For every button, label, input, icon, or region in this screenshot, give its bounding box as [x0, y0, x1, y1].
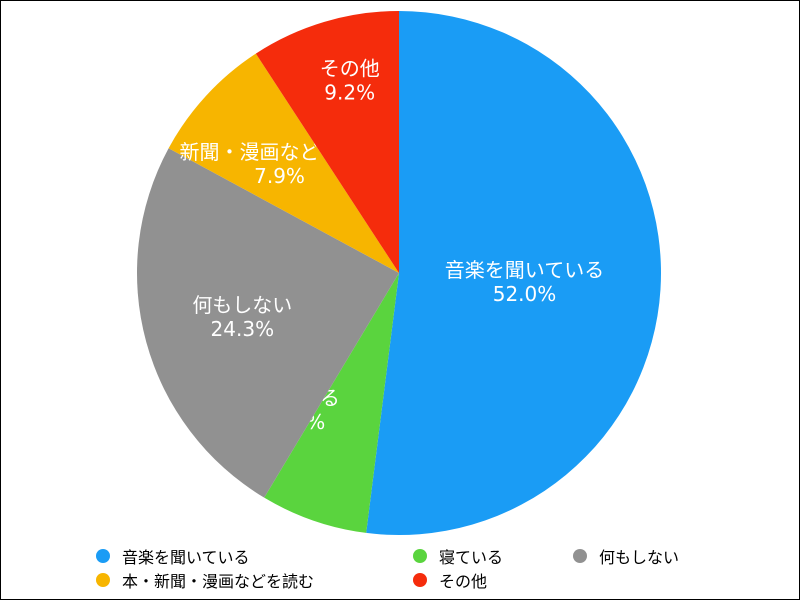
slice-label-other: その他 — [320, 56, 380, 80]
legend-label-nothing: 何もしない — [599, 548, 680, 567]
legend-label-music: 音楽を聞いている — [122, 548, 250, 567]
slice-label-nothing: 何もしない — [192, 293, 292, 317]
legend-item-other: その他 — [413, 568, 487, 592]
pie-slice-other — [255, 11, 399, 273]
legend-swatch-nothing — [573, 549, 587, 563]
legend: 音楽を聞いている 寝ている 何もしない 本・新聞・漫画などを読む その他 — [96, 544, 716, 594]
legend-item-reading: 本・新聞・漫画などを読む — [96, 568, 314, 592]
slice-value-reading: 7.9% — [254, 164, 305, 188]
pie-chart: 音楽を聞いている52.0%寝ている6.6%何もしない24.3%新聞・漫画などを読… — [137, 11, 661, 535]
legend-item-sleeping: 寝ている — [413, 544, 503, 568]
slice-value-nothing: 24.3% — [211, 317, 275, 341]
pie-slice-reading — [168, 53, 399, 273]
pie-slice-music — [366, 11, 661, 535]
legend-item-nothing: 何もしない — [573, 544, 679, 568]
pie-slice-sleeping — [264, 273, 399, 533]
legend-swatch-music — [96, 549, 110, 563]
legend-label-sleeping: 寝ている — [439, 548, 504, 567]
legend-swatch-sleeping — [413, 549, 427, 563]
legend-label-other: その他 — [439, 572, 488, 591]
legend-label-reading: 本・新聞・漫画などを読む — [122, 572, 315, 591]
pie-slice-nothing — [137, 148, 399, 498]
slice-label-music: 音楽を聞いている — [445, 258, 604, 282]
legend-item-music: 音楽を聞いている — [96, 544, 250, 568]
slice-value-other: 9.2% — [324, 80, 375, 104]
slice-value-music: 52.0% — [493, 282, 557, 306]
legend-swatch-reading — [96, 573, 110, 587]
legend-swatch-other — [413, 573, 427, 587]
